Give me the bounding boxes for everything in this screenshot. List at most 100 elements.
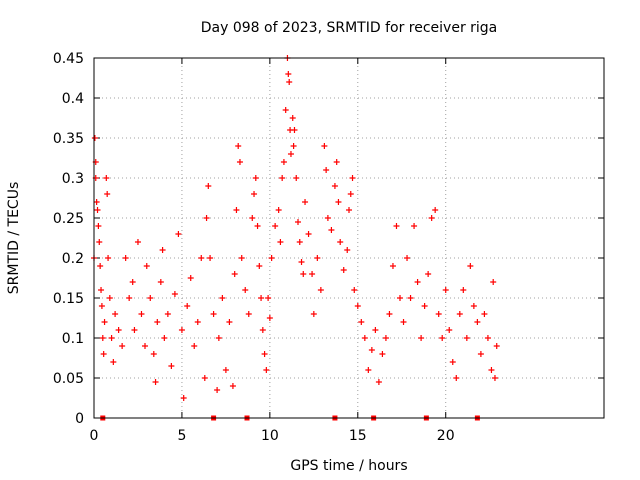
y-tick-label: 0.05 [53, 371, 84, 387]
data-point [296, 239, 303, 245]
data-point [122, 255, 129, 261]
data-point [100, 351, 107, 357]
data-point [152, 379, 159, 385]
data-point [291, 127, 298, 133]
data-point [105, 255, 112, 261]
data-point [323, 167, 330, 173]
data-point [93, 199, 100, 205]
data-point [96, 239, 103, 245]
data-point [293, 175, 300, 181]
data-point [282, 107, 289, 113]
data-point [115, 327, 122, 333]
data-point [386, 311, 393, 317]
data-point [103, 175, 110, 181]
chart-title: Day 098 of 2023, SRMTID for receiver rig… [201, 20, 498, 36]
data-point [298, 259, 305, 265]
data-point [397, 295, 403, 301]
data-point [150, 351, 157, 357]
y-tick-label: 0.1 [62, 331, 84, 347]
data-point [236, 159, 243, 165]
data-point [147, 295, 154, 301]
data-point [317, 287, 324, 293]
data-point [346, 207, 352, 213]
data-point [490, 279, 497, 285]
data-point [277, 239, 284, 245]
data-point [110, 359, 117, 365]
data-point [178, 327, 185, 333]
data-point [98, 287, 105, 293]
y-tick-label: 0.2 [62, 251, 84, 267]
x-tick-label: 20 [437, 428, 455, 444]
data-point [214, 387, 221, 393]
data-point [256, 263, 263, 269]
data-point [98, 303, 105, 309]
data-point [344, 247, 351, 253]
data-point [460, 287, 467, 293]
data-point [421, 303, 428, 309]
data-point [418, 335, 425, 341]
data-point [275, 207, 282, 213]
data-point [251, 191, 258, 197]
y-tick-label: 0 [75, 411, 84, 427]
data-point [99, 335, 106, 341]
data-point [142, 343, 148, 349]
x-axis-label: GPS time / hours [290, 458, 407, 474]
data-point [143, 263, 150, 269]
data-point [456, 311, 463, 317]
y-tick-label: 0.35 [53, 131, 84, 147]
grid-layer [94, 58, 604, 418]
data-point [184, 303, 191, 309]
x-tick-label: 5 [177, 428, 186, 444]
data-point [453, 375, 460, 381]
data-point [340, 267, 347, 273]
data-point [287, 151, 294, 157]
data-point [259, 327, 266, 333]
data-point [491, 375, 498, 381]
data-point [233, 207, 240, 213]
y-tick-label: 0.3 [62, 171, 84, 187]
data-point [191, 343, 198, 349]
data-point [205, 183, 212, 189]
data-point [295, 219, 301, 225]
data-point [268, 255, 275, 261]
data-point [215, 335, 222, 341]
data-point [449, 359, 456, 365]
data-point [321, 143, 328, 149]
data-point [335, 199, 342, 205]
data-point [404, 255, 411, 261]
data-point [414, 279, 421, 285]
data-point [302, 199, 309, 205]
data-point [171, 291, 178, 297]
data-point [129, 279, 136, 285]
data-point [97, 263, 104, 269]
data-point [203, 215, 210, 221]
x-tick-label: 10 [261, 428, 279, 444]
data-point [119, 343, 126, 349]
x-tick-label: 15 [349, 428, 367, 444]
data-point [249, 215, 256, 221]
data-point [382, 335, 389, 341]
data-point [439, 335, 446, 341]
data-point [91, 135, 98, 141]
data-point [258, 295, 265, 301]
data-point [254, 223, 261, 229]
data-point [126, 295, 133, 301]
data-point [219, 295, 226, 301]
data-point [131, 327, 138, 333]
data-point [235, 143, 242, 149]
data-point [358, 319, 365, 325]
data-point [379, 351, 386, 357]
data-point [349, 175, 356, 181]
data-point [393, 223, 400, 229]
data-point [252, 175, 259, 181]
data-point [474, 319, 481, 325]
data-point [361, 335, 368, 341]
data-point [467, 263, 474, 269]
y-axis-label: SRMTID / TECUs [6, 182, 22, 295]
data-point [310, 311, 317, 317]
data-point [481, 311, 488, 317]
data-point [446, 327, 453, 333]
data-point [231, 271, 238, 277]
data-point [194, 319, 201, 325]
y-tick-label: 0.25 [53, 211, 84, 227]
